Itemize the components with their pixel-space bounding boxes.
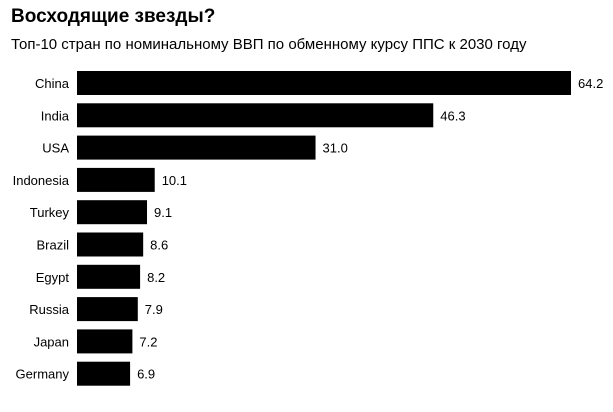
value-label-usa: 31.0 [323,141,348,156]
category-label-turkey: Turkey [30,205,70,220]
category-label-india: India [41,108,70,123]
bar-chart: China 64.2 India 46.3 USA 31.0 Indonesia 10.1 Tu… [0,68,613,398]
bar-indonesia [77,167,155,192]
category-label-russia: Russia [29,302,70,317]
value-label-egypt: 8.2 [147,270,165,285]
value-label-germany: 6.9 [137,367,155,382]
bar-usa [77,135,316,160]
chart-subtitle: Топ-10 стран по номинальному ВВП по обме… [11,36,527,53]
bar-brazil [77,232,144,257]
category-label-indonesia: Indonesia [13,173,70,188]
bar-china [77,71,571,95]
bar-india [77,103,434,128]
category-label-egypt: Egypt [36,270,70,285]
chart-title: Восходящие звезды? [11,6,216,27]
bar-japan [77,329,133,354]
bar-egypt [77,264,141,289]
bar-russia [77,297,138,322]
value-label-russia: 7.9 [145,302,163,317]
value-label-brazil: 8.6 [150,238,168,253]
category-label-china: China [35,76,70,91]
category-label-japan: Japan [34,334,69,349]
category-label-germany: Germany [16,367,70,382]
value-label-japan: 7.2 [139,334,157,349]
bar-germany [77,361,131,386]
category-label-brazil: Brazil [36,238,69,253]
bar-turkey [77,200,148,225]
value-label-turkey: 9.1 [154,205,172,220]
value-label-china: 64.2 [578,76,603,91]
value-label-indonesia: 10.1 [162,173,187,188]
value-label-india: 46.3 [440,108,465,123]
category-label-usa: USA [42,141,69,156]
bar-chart-svg: China 64.2 India 46.3 USA 31.0 Indonesia 10.1 Tu… [13,71,603,386]
